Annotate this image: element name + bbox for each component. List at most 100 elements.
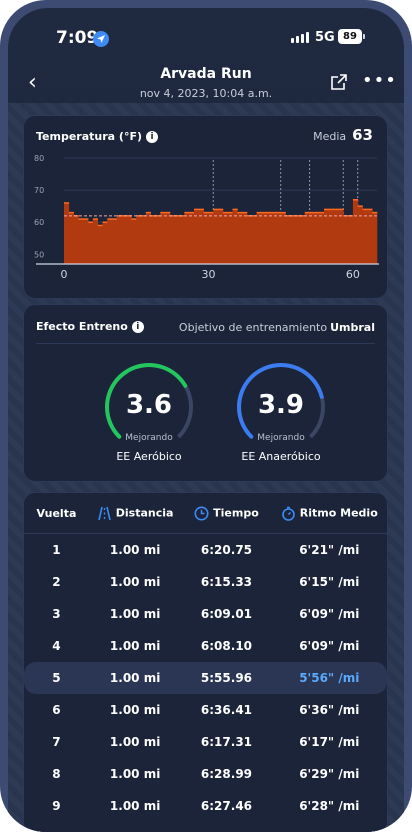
temperature-bar bbox=[251, 215, 257, 264]
aerobic-status: Mejorando bbox=[125, 433, 173, 443]
temperature-bar bbox=[116, 215, 123, 264]
temperature-bar bbox=[328, 209, 334, 264]
gauge-ring bbox=[237, 363, 325, 451]
y-tick-label: 60 bbox=[34, 218, 44, 227]
temperature-title-row: Temperatura (°F) i bbox=[36, 130, 158, 143]
location-arrow-icon bbox=[93, 31, 109, 47]
lap-pace: 6'15" /mi bbox=[299, 575, 360, 589]
temperature-bar bbox=[165, 212, 171, 264]
temperature-bar bbox=[68, 212, 74, 264]
temperature-chart: 80 70 60 50 0 30 60 bbox=[34, 154, 379, 281]
anaerobic-label: EE Anaeróbico bbox=[241, 450, 321, 463]
back-chevron-icon[interactable]: ‹ bbox=[28, 70, 37, 95]
lap-time: 5:55.96 bbox=[181, 662, 272, 694]
activity-title: Arvada Run bbox=[160, 66, 252, 82]
temperature-bar bbox=[362, 209, 368, 264]
lap-distance: 1.00 mi bbox=[89, 822, 181, 832]
temperature-bar bbox=[232, 209, 238, 264]
temperature-bar bbox=[338, 209, 344, 264]
anaerobic-status: Mejorando bbox=[257, 433, 305, 443]
screen: 7:09 5G 89 ‹ Arvada Run nov 4, 2023, 10:… bbox=[8, 8, 404, 832]
table-row[interactable]: 101.00 mi6:15.146'15" /mi bbox=[24, 822, 387, 832]
table-row[interactable]: 8 1.00 mi 6:28.99 6'29" /mi bbox=[24, 758, 387, 790]
y-tick-label: 50 bbox=[34, 250, 44, 259]
table-row[interactable]: 5 1.00 mi 5:55.96 5'56" /mi bbox=[24, 662, 387, 694]
anaerobic-gauge: 3.9 Mejorando EE Anaeróbico bbox=[235, 361, 327, 463]
lap-number: 3 bbox=[52, 607, 61, 621]
temperature-bar bbox=[88, 222, 94, 264]
lap-pace: 6'17" /mi bbox=[299, 735, 360, 749]
more-options-icon[interactable]: ••• bbox=[362, 70, 397, 91]
lap-distance: 1.00 mi bbox=[109, 639, 161, 653]
temperature-bar bbox=[102, 222, 108, 264]
lap-number: 8 bbox=[52, 767, 61, 781]
table-row[interactable]: 9 1.00 mi 6:27.46 6'28" /mi bbox=[24, 790, 387, 822]
average-label: Media bbox=[313, 130, 347, 143]
info-icon[interactable]: i bbox=[131, 321, 144, 333]
share-icon[interactable] bbox=[331, 74, 347, 90]
temperature-bar bbox=[107, 219, 113, 264]
lap-number: 9 bbox=[52, 799, 61, 813]
laps-card: Vuelta Distancia Tiempo Ritmo Medio 1 1.0… bbox=[23, 492, 388, 832]
temperature-bar bbox=[242, 212, 248, 264]
lap-distance: 1.00 mi bbox=[109, 607, 161, 621]
clock-icon bbox=[194, 506, 209, 520]
lap-distance: 1.00 mi bbox=[109, 575, 161, 589]
temperature-bar bbox=[136, 215, 142, 264]
temperature-bar bbox=[295, 215, 301, 264]
temperature-bar bbox=[280, 212, 286, 264]
table-row[interactable]: 1 1.00 mi 6:20.75 6'21" /mi bbox=[24, 534, 387, 567]
temperature-bar bbox=[309, 212, 315, 264]
table-row[interactable]: 7 1.00 mi 6:17.31 6'17" /mi bbox=[24, 726, 387, 758]
temperature-bar bbox=[271, 212, 277, 264]
activity-date: nov 4, 2023, 10:04 a.m. bbox=[139, 87, 273, 100]
x-tick-label: 30 bbox=[201, 268, 215, 281]
table-row[interactable]: 2 1.00 mi 6:15.33 6'15" /mi bbox=[24, 566, 387, 598]
temperature-bar bbox=[319, 212, 325, 264]
temperature-bar bbox=[367, 209, 373, 264]
temperature-bar bbox=[314, 212, 320, 264]
lap-time: 6:17.31 bbox=[200, 735, 253, 749]
temperature-bar bbox=[179, 215, 185, 264]
lap-pace: 6'09" /mi bbox=[299, 607, 360, 621]
lap-time: 6:20.75 bbox=[200, 543, 253, 557]
temperature-bar bbox=[352, 199, 359, 264]
x-tick-label: 60 bbox=[346, 268, 360, 281]
header-lap[interactable]: Vuelta bbox=[24, 493, 89, 534]
temperature-bar bbox=[126, 215, 132, 264]
temperature-bar bbox=[348, 215, 354, 264]
battery-icon: 89 bbox=[338, 29, 365, 44]
temperature-bar bbox=[285, 215, 291, 264]
lap-time: 6:27.46 bbox=[200, 799, 253, 813]
temperature-bar bbox=[78, 219, 84, 264]
header-pace[interactable]: Ritmo Medio bbox=[271, 493, 387, 534]
nav-bar: ‹ Arvada Run nov 4, 2023, 10:04 a.m. ••• bbox=[8, 52, 404, 106]
temperature-bar bbox=[275, 212, 281, 264]
signal-icon bbox=[291, 32, 309, 43]
temperature-bar bbox=[290, 215, 296, 264]
table-row[interactable]: 6 1.00 mi 6:36.41 6'36" /mi bbox=[24, 694, 387, 726]
aerobic-value: 3.6 bbox=[125, 390, 173, 420]
table-row[interactable]: 3 1.00 mi 6:09.01 6'09" /mi bbox=[24, 598, 387, 630]
training-title-row: Efecto Entreno i bbox=[36, 320, 144, 333]
table-row[interactable]: 4 1.00 mi 6:08.10 6'09" /mi bbox=[24, 630, 387, 662]
average-value: 63 bbox=[352, 126, 373, 144]
lap-time: 6:28.99 bbox=[200, 767, 253, 781]
temperature-bar bbox=[372, 212, 378, 264]
temperature-bar bbox=[208, 212, 214, 264]
lap-number: 2 bbox=[52, 575, 61, 589]
info-icon[interactable]: i bbox=[145, 131, 158, 143]
header-time[interactable]: Tiempo bbox=[181, 493, 272, 534]
lap-distance: 1.00 mi bbox=[109, 767, 161, 781]
temperature-bar bbox=[333, 209, 339, 264]
temperature-bar bbox=[92, 219, 99, 264]
temperature-bar bbox=[256, 212, 262, 264]
temperature-bar bbox=[357, 206, 363, 264]
header-distance[interactable]: Distancia bbox=[88, 493, 182, 534]
temperature-bar bbox=[343, 215, 349, 264]
lap-time: 6:15.14 bbox=[181, 822, 271, 832]
temperature-bar bbox=[121, 215, 127, 264]
temperature-bar bbox=[222, 212, 229, 264]
training-goal-label: Objetivo de entrenamiento bbox=[178, 321, 328, 334]
aerobic-label: EE Aeróbico bbox=[116, 450, 182, 463]
